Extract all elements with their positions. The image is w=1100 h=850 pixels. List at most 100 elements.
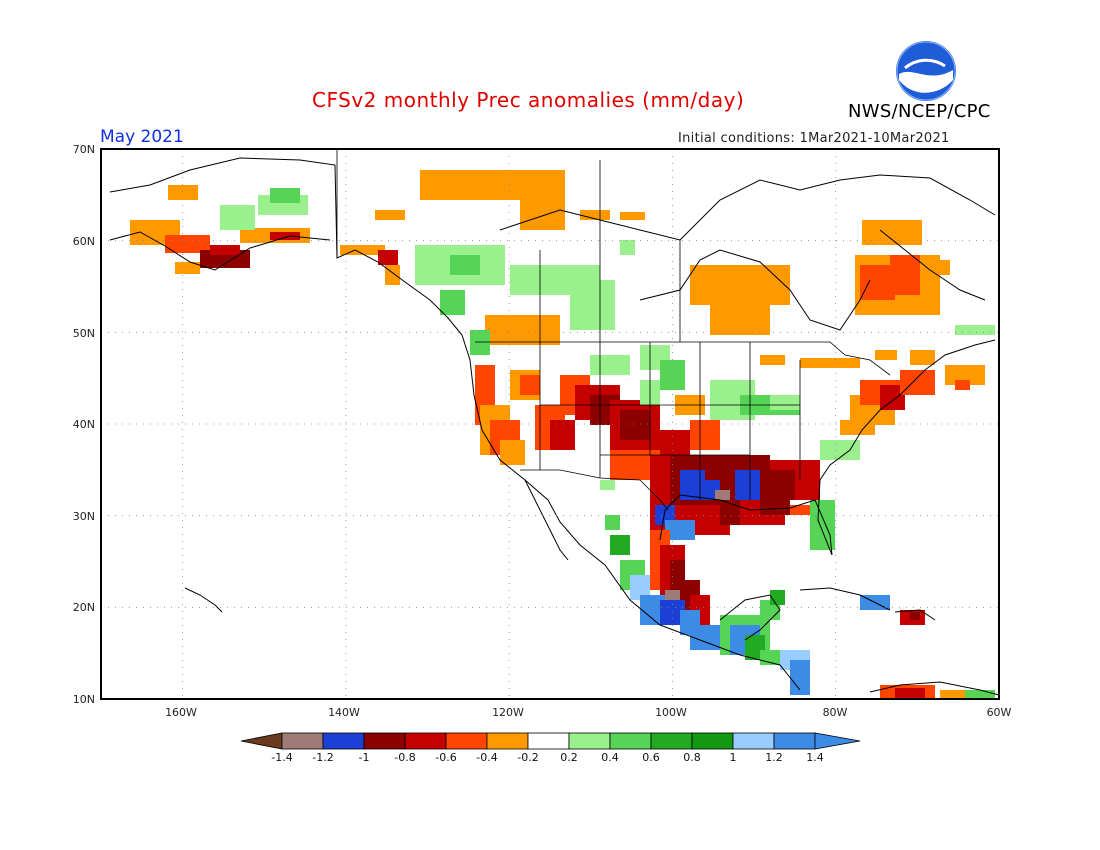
colorbar-swatch xyxy=(322,732,365,750)
anomaly-cell xyxy=(790,660,810,695)
greenland-labrador xyxy=(879,229,986,301)
anomaly-cell xyxy=(375,210,405,220)
anomaly-cell xyxy=(620,240,635,255)
colorbar-arrow-high xyxy=(814,732,861,750)
anomaly-cell xyxy=(955,325,995,335)
south-america-north xyxy=(869,681,999,696)
anomaly-cell xyxy=(630,575,650,600)
anomaly-cell xyxy=(895,688,925,698)
anomaly-cell xyxy=(690,265,790,305)
colorbar-tick-label: 0.6 xyxy=(642,751,660,764)
anomaly-cell xyxy=(790,505,810,515)
anomaly-cell xyxy=(940,690,965,698)
anomaly-cell xyxy=(620,212,645,220)
colorbar xyxy=(240,732,861,750)
anomaly-cell xyxy=(820,440,860,460)
colorbar-tick-label: -0.2 xyxy=(517,751,539,764)
anomaly-cell xyxy=(340,245,385,255)
colorbar-swatch xyxy=(732,732,775,750)
anomaly-cell xyxy=(270,232,300,240)
colorbar-swatch xyxy=(773,732,816,750)
anomaly-cell xyxy=(520,195,565,230)
map-title: CFSv2 monthly Prec anomalies (mm/day) xyxy=(312,88,745,112)
lat-label-70n: 70N xyxy=(72,143,95,156)
lon-label-140w: 140W xyxy=(328,706,360,719)
colorbar-swatch xyxy=(527,732,570,750)
anomaly-cell xyxy=(168,185,198,200)
colorbar-swatch xyxy=(568,732,611,750)
noaa-logo-icon xyxy=(896,41,956,101)
anomaly-cell xyxy=(710,300,770,335)
hispaniola xyxy=(894,609,936,621)
anomaly-cell xyxy=(378,250,398,265)
anomaly-cell xyxy=(175,262,200,274)
colorbar-tick-label: 1 xyxy=(729,751,737,764)
anomaly-cell xyxy=(910,612,920,620)
anomaly-cell xyxy=(450,255,480,275)
lon-label-80w: 80W xyxy=(822,706,848,719)
anomaly-cell xyxy=(605,515,620,530)
lat-label-50n: 50N xyxy=(72,327,95,340)
initial-conditions: Initial conditions: 1Mar2021-10Mar2021 xyxy=(678,131,950,146)
anomaly-cells xyxy=(130,170,995,699)
colorbar-tick-label: 0.8 xyxy=(683,751,701,764)
colorbar-tick-label: -0.6 xyxy=(435,751,457,764)
lon-label-120w: 120W xyxy=(492,706,524,719)
agency-label: NWS/NCEP/CPC xyxy=(848,101,991,122)
colorbar-swatch xyxy=(486,732,529,750)
anomaly-cell xyxy=(270,188,300,203)
anomaly-cell xyxy=(210,245,240,255)
us-state-lines xyxy=(539,342,801,500)
anomaly-cell xyxy=(165,235,210,253)
canada-us-border xyxy=(475,341,891,376)
anomaly-cell xyxy=(610,535,630,555)
lat-label-20n: 20N xyxy=(72,601,95,614)
anomaly-cell xyxy=(520,375,540,395)
us-mexico-border xyxy=(520,469,669,511)
lat-label-60n: 60N xyxy=(72,235,95,248)
anomaly-cell xyxy=(440,290,465,315)
colorbar-tick-label: 0.4 xyxy=(601,751,619,764)
anomaly-cell xyxy=(715,490,730,500)
anomaly-cell xyxy=(900,370,935,395)
anomaly-cell xyxy=(500,440,525,465)
anomaly-cell xyxy=(620,410,650,440)
coastline-yucatan xyxy=(719,594,781,641)
graticule xyxy=(101,149,999,699)
hudson-bay xyxy=(639,249,871,331)
colorbar-swatch xyxy=(650,732,693,750)
anomaly-cell xyxy=(760,490,790,515)
colorbar-swatch xyxy=(281,732,324,750)
colorbar-swatch xyxy=(609,732,652,750)
anomaly-cell xyxy=(600,480,615,490)
forecast-period: May 2021 xyxy=(100,127,184,147)
colorbar-tick-label: -1.4 xyxy=(271,751,293,764)
colorbar-swatch xyxy=(691,732,734,750)
colorbar-tick-label: 1.4 xyxy=(806,751,824,764)
colorbar-arrow-low xyxy=(240,732,283,750)
colorbar-swatch xyxy=(404,732,447,750)
anomaly-cell xyxy=(590,355,630,375)
anomaly-cell xyxy=(760,355,785,365)
anomaly-cell xyxy=(955,380,970,390)
anomaly-cell xyxy=(385,265,400,285)
colorbar-tick-label: 0.2 xyxy=(560,751,578,764)
lon-label-160w: 160W xyxy=(165,706,197,719)
lon-label-60w: 60W xyxy=(986,706,1012,719)
map-frame xyxy=(100,148,1000,700)
anomaly-cell xyxy=(910,350,935,365)
lat-label-10n: 10N xyxy=(72,693,95,706)
colorbar-tick-label: 1.2 xyxy=(765,751,783,764)
anomaly-cell xyxy=(570,280,615,330)
anomaly-cell xyxy=(890,255,920,295)
lon-label-100w: 100W xyxy=(655,706,687,719)
anomaly-cell xyxy=(580,210,610,220)
anomaly-cell xyxy=(485,315,560,345)
colorbar-tick-label: -1 xyxy=(358,751,370,764)
anomaly-cell xyxy=(735,470,760,500)
anomaly-cell xyxy=(965,690,995,698)
anomaly-cell xyxy=(800,358,860,368)
anomaly-cell xyxy=(930,260,950,275)
anomaly-cell xyxy=(690,420,720,450)
